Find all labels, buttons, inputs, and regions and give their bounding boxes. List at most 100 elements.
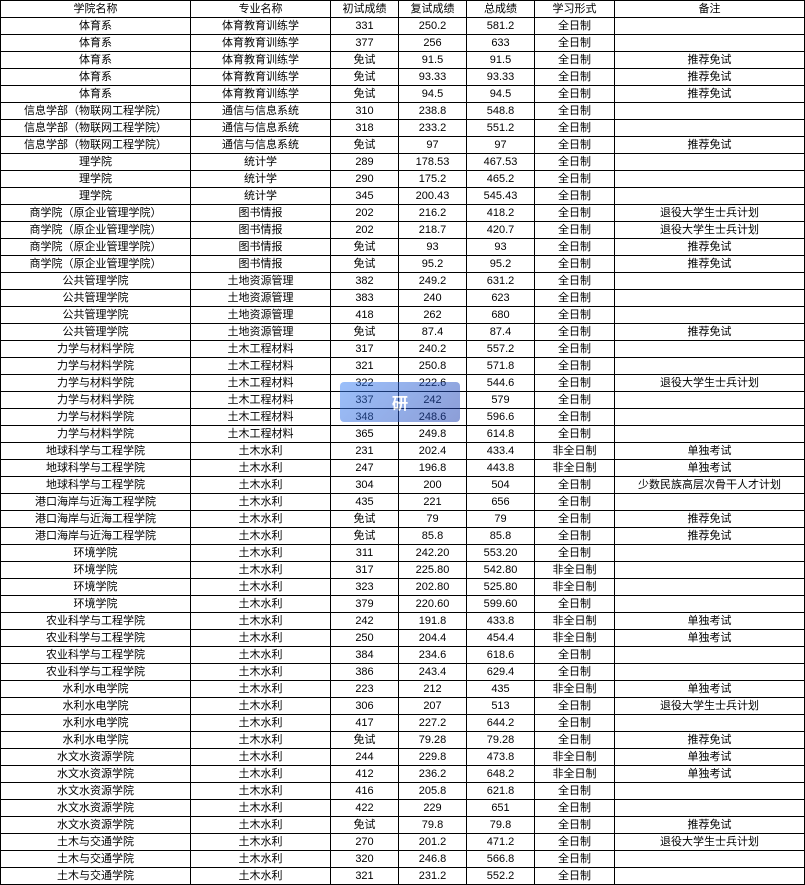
table-cell <box>615 800 805 817</box>
table-cell: 商学院（原企业管理学院） <box>1 239 191 256</box>
table-body: 体育系体育教育训练学331250.2581.2全日制体育系体育教育训练学3772… <box>1 18 805 885</box>
table-cell: 土木水利 <box>191 528 331 545</box>
table-row: 地球科学与工程学院土木水利231202.4433.4非全日制单独考试 <box>1 443 805 460</box>
table-cell: 218.7 <box>399 222 467 239</box>
table-cell: 623 <box>467 290 535 307</box>
table-cell: 推荐免试 <box>615 817 805 834</box>
table-cell: 土木水利 <box>191 834 331 851</box>
table-row: 力学与材料学院土木工程材料365249.8614.8全日制 <box>1 426 805 443</box>
table-cell: 全日制 <box>535 154 615 171</box>
table-cell: 免试 <box>331 817 399 834</box>
table-row: 力学与材料学院土木工程材料322222.6544.6全日制退役大学生士兵计划 <box>1 375 805 392</box>
table-row: 水文水资源学院土木水利422229651全日制 <box>1 800 805 817</box>
table-cell: 79.8 <box>467 817 535 834</box>
table-cell: 免试 <box>331 86 399 103</box>
table-cell: 单独考试 <box>615 460 805 477</box>
table-cell: 544.6 <box>467 375 535 392</box>
table-cell: 免试 <box>331 137 399 154</box>
table-cell: 240 <box>399 290 467 307</box>
table-cell: 免试 <box>331 52 399 69</box>
table-cell: 免试 <box>331 732 399 749</box>
table-cell: 418 <box>331 307 399 324</box>
table-cell: 633 <box>467 35 535 52</box>
table-cell: 土木与交通学院 <box>1 834 191 851</box>
table-cell: 全日制 <box>535 596 615 613</box>
admission-table: 学院名称专业名称初试成绩复试成绩总成绩学习形式备注 体育系体育教育训练学3312… <box>0 0 805 885</box>
table-cell: 体育教育训练学 <box>191 52 331 69</box>
header-cell: 初试成绩 <box>331 1 399 18</box>
table-row: 水利水电学院土木水利223212435非全日制单独考试 <box>1 681 805 698</box>
table-row: 水文水资源学院土木水利244229.8473.8非全日制单独考试 <box>1 749 805 766</box>
table-cell: 公共管理学院 <box>1 307 191 324</box>
table-cell: 433.8 <box>467 613 535 630</box>
table-row: 环境学院土木水利323202.80525.80非全日制 <box>1 579 805 596</box>
table-cell <box>615 120 805 137</box>
table-cell: 310 <box>331 103 399 120</box>
table-cell: 473.8 <box>467 749 535 766</box>
table-cell: 244 <box>331 749 399 766</box>
table-cell: 全日制 <box>535 171 615 188</box>
table-cell: 图书情报 <box>191 205 331 222</box>
table-cell: 289 <box>331 154 399 171</box>
table-cell: 图书情报 <box>191 222 331 239</box>
table-cell: 非全日制 <box>535 579 615 596</box>
table-cell: 信息学部（物联网工程学院） <box>1 103 191 120</box>
table-cell: 79 <box>467 511 535 528</box>
table-cell: 91.5 <box>399 52 467 69</box>
table-cell: 环境学院 <box>1 545 191 562</box>
table-cell: 202.80 <box>399 579 467 596</box>
table-cell: 港口海岸与近海工程学院 <box>1 528 191 545</box>
table-cell: 土地资源管理 <box>191 324 331 341</box>
table-row: 信息学部（物联网工程学院）通信与信息系统318233.2551.2全日制 <box>1 120 805 137</box>
table-cell: 323 <box>331 579 399 596</box>
table-cell: 234.6 <box>399 647 467 664</box>
table-row: 体育系体育教育训练学免试91.591.5全日制推荐免试 <box>1 52 805 69</box>
table-cell: 全日制 <box>535 647 615 664</box>
table-cell: 非全日制 <box>535 766 615 783</box>
table-cell: 95.2 <box>399 256 467 273</box>
table-row: 体育系体育教育训练学331250.2581.2全日制 <box>1 18 805 35</box>
table-cell: 土木水利 <box>191 511 331 528</box>
table-cell <box>615 358 805 375</box>
table-cell: 全日制 <box>535 273 615 290</box>
table-cell: 体育教育训练学 <box>191 18 331 35</box>
table-cell: 238.8 <box>399 103 467 120</box>
table-cell: 全日制 <box>535 188 615 205</box>
table-cell: 退役大学生士兵计划 <box>615 375 805 392</box>
table-cell: 推荐免试 <box>615 256 805 273</box>
table-cell: 力学与材料学院 <box>1 426 191 443</box>
table-cell: 免试 <box>331 256 399 273</box>
table-cell: 全日制 <box>535 375 615 392</box>
table-row: 农业科学与工程学院土木水利386243.4629.4全日制 <box>1 664 805 681</box>
table-cell <box>615 545 805 562</box>
table-row: 水文水资源学院土木水利416205.8621.8全日制 <box>1 783 805 800</box>
table-cell: 553.20 <box>467 545 535 562</box>
table-cell: 94.5 <box>467 86 535 103</box>
table-cell: 退役大学生士兵计划 <box>615 222 805 239</box>
table-cell: 91.5 <box>467 52 535 69</box>
table-cell: 418.2 <box>467 205 535 222</box>
table-row: 环境学院土木水利317225.80542.80非全日制 <box>1 562 805 579</box>
table-cell: 全日制 <box>535 545 615 562</box>
table-cell: 免试 <box>331 511 399 528</box>
table-cell: 公共管理学院 <box>1 290 191 307</box>
table-row: 水文水资源学院土木水利412236.2648.2非全日制单独考试 <box>1 766 805 783</box>
table-cell: 力学与材料学院 <box>1 375 191 392</box>
table-cell: 商学院（原企业管理学院） <box>1 205 191 222</box>
table-cell: 全日制 <box>535 341 615 358</box>
table-cell <box>615 103 805 120</box>
table-cell: 全日制 <box>535 205 615 222</box>
table-cell: 土木水利 <box>191 647 331 664</box>
table-cell: 384 <box>331 647 399 664</box>
table-cell: 全日制 <box>535 86 615 103</box>
table-cell: 337 <box>331 392 399 409</box>
table-cell: 商学院（原企业管理学院） <box>1 222 191 239</box>
table-cell: 435 <box>331 494 399 511</box>
header-cell: 学院名称 <box>1 1 191 18</box>
table-cell: 97 <box>467 137 535 154</box>
table-cell <box>615 664 805 681</box>
table-cell: 175.2 <box>399 171 467 188</box>
table-cell: 单独考试 <box>615 613 805 630</box>
table-row: 理学院统计学345200.43545.43全日制 <box>1 188 805 205</box>
table-cell: 365 <box>331 426 399 443</box>
